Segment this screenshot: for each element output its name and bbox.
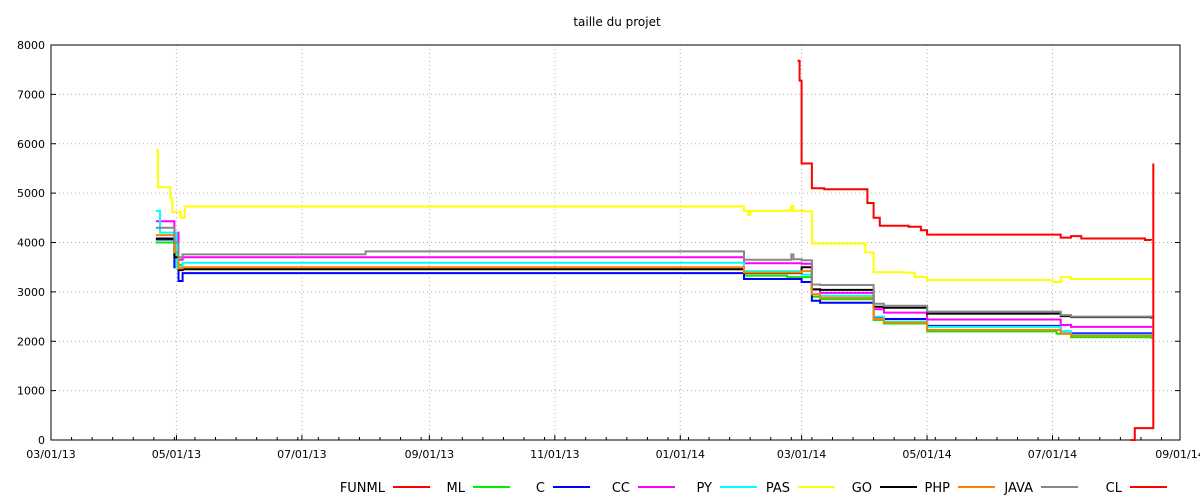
series-line-pas [155, 149, 1153, 283]
series-line-funml [797, 59, 1153, 241]
y-tick-label: 2000 [17, 335, 45, 348]
x-tick-label: 09/01/14 [1155, 448, 1200, 461]
series-line-go [155, 237, 1153, 319]
series-line-php [155, 234, 1153, 337]
axes: 0 1000 2000 3000 4000 5000 6000 7000 8000 03/01/1… [17, 39, 1200, 461]
x-tick-label: 09/01/13 [405, 448, 454, 461]
grid [51, 45, 1180, 440]
legend-label-cc: CC [612, 481, 630, 496]
x-tick-label: 05/01/14 [902, 448, 951, 461]
chart-title: taille du projet [573, 15, 661, 29]
y-tick-label: 6000 [17, 138, 45, 151]
legend-label-py: PY [697, 481, 713, 496]
legend-label-c: C [536, 481, 545, 496]
y-tick-label: 3000 [17, 286, 45, 299]
y-tick-label: 4000 [17, 237, 45, 250]
series-lines [155, 59, 1155, 441]
legend-label-java: JAVA [1003, 481, 1033, 496]
legend: FUNML ML C CC PY PAS GO PHP JAVA CL [340, 481, 1167, 496]
x-tick-label: 03/01/13 [26, 448, 75, 461]
x-tick-label: 03/01/14 [777, 448, 826, 461]
x-tick-label: 01/01/14 [656, 448, 705, 461]
legend-label-ml: ML [447, 481, 466, 496]
series-line-cc [155, 220, 1153, 328]
legend-label-php: PHP [925, 481, 951, 496]
x-tick-label: 07/01/14 [1028, 448, 1077, 461]
x-tick-label: 11/01/13 [530, 448, 579, 461]
y-tick-label: 7000 [17, 88, 45, 101]
series-line-java [155, 226, 1153, 318]
legend-label-pas: PAS [766, 481, 790, 496]
series-line-cl [1130, 163, 1155, 441]
y-tick-label: 5000 [17, 187, 45, 200]
legend-label-cl: CL [1106, 481, 1123, 496]
x-tick-label: 07/01/13 [277, 448, 326, 461]
legend-label-go: GO [852, 481, 872, 496]
x-tick-label: 05/01/13 [152, 448, 201, 461]
y-tick-label: 8000 [17, 39, 45, 52]
plot-frame [50, 44, 1181, 441]
legend-label-funml: FUNML [340, 481, 386, 496]
y-tick-label: 0 [38, 434, 45, 447]
y-tick-label: 1000 [17, 385, 45, 398]
